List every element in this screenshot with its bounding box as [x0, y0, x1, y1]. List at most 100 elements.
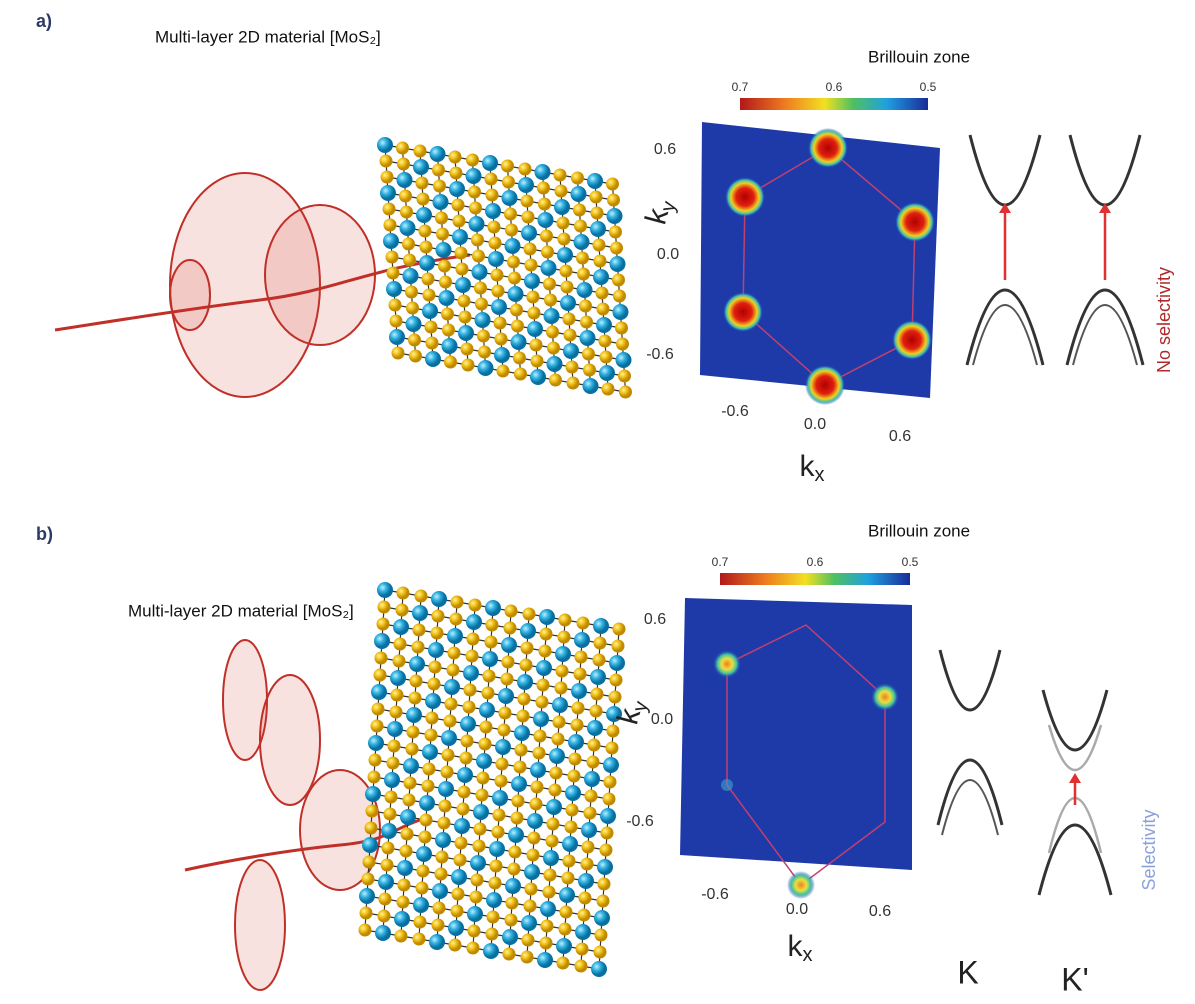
mo-atom — [521, 915, 537, 931]
s-atom — [450, 167, 463, 180]
mo-atom — [375, 925, 391, 941]
s-atom — [441, 308, 454, 321]
s-atom — [593, 654, 606, 667]
mo-atom — [502, 929, 518, 945]
s-atom — [419, 225, 432, 238]
s-atom — [384, 219, 397, 232]
mo-atom — [397, 172, 413, 188]
mo-atom — [466, 614, 482, 630]
s-atom — [607, 725, 620, 738]
s-atom — [458, 786, 471, 799]
s-atom — [543, 886, 556, 899]
s-atom — [368, 771, 381, 784]
s-atom — [567, 377, 580, 390]
s-atom — [612, 640, 625, 653]
s-atom — [563, 855, 576, 868]
s-atom — [537, 679, 550, 692]
mo-atom — [492, 790, 508, 806]
valley-spot — [787, 871, 815, 899]
mo-atom — [565, 785, 581, 801]
mo-atom — [374, 633, 390, 649]
s-atom — [403, 794, 416, 807]
s-atom — [459, 311, 472, 324]
s-atom — [493, 809, 506, 822]
s-atom — [455, 247, 468, 260]
mo-atom — [488, 251, 504, 267]
y-tick-label: 0.0 — [657, 246, 679, 263]
mo-atom — [438, 781, 454, 797]
s-atom — [461, 735, 474, 748]
mo-atom — [422, 744, 438, 760]
mo-atom — [590, 669, 606, 685]
s-atom — [449, 151, 462, 164]
s-atom — [594, 637, 607, 650]
s-atom — [541, 920, 554, 933]
zone-title: Brillouin zone — [868, 521, 970, 540]
s-atom — [403, 254, 416, 267]
mo-atom — [593, 618, 609, 634]
mo-atom — [597, 859, 613, 875]
mo-atom — [425, 351, 441, 367]
mo-atom — [562, 836, 578, 852]
mo-atom — [458, 325, 474, 341]
s-atom — [594, 255, 607, 268]
s-atom — [474, 282, 487, 295]
s-atom — [492, 826, 505, 839]
y-tick-label: -0.6 — [646, 346, 674, 363]
mo-atom — [476, 753, 492, 769]
mo-atom — [577, 282, 593, 298]
s-atom — [565, 821, 578, 834]
s-atom — [574, 220, 587, 233]
s-atom — [579, 892, 592, 905]
s-atom — [566, 804, 579, 817]
mo-atom — [517, 674, 533, 690]
s-atom — [549, 784, 562, 797]
s-atom — [523, 608, 536, 621]
mo-atom — [377, 137, 393, 153]
mo-atom — [483, 943, 499, 959]
s-atom — [503, 948, 516, 961]
s-atom — [477, 330, 490, 343]
s-atom — [562, 872, 575, 885]
s-atom — [613, 623, 626, 636]
x-axis-label-symbol: k — [788, 930, 804, 963]
s-atom — [433, 180, 446, 193]
s-atom — [518, 693, 531, 706]
s-atom — [436, 228, 449, 241]
s-atom — [420, 241, 433, 254]
s-atom — [463, 701, 476, 714]
s-atom — [511, 812, 524, 825]
s-atom — [599, 335, 612, 348]
mo-atom — [455, 277, 471, 293]
s-atom — [600, 844, 613, 857]
mo-atom — [563, 343, 579, 359]
s-atom — [447, 664, 460, 677]
arrow-head — [1069, 773, 1081, 783]
s-atom — [588, 739, 601, 752]
mo-atom — [389, 329, 405, 345]
mo-atom — [556, 938, 572, 954]
s-atom — [507, 256, 520, 269]
s-atom — [455, 837, 468, 850]
s-atom — [464, 684, 477, 697]
s-atom — [414, 916, 427, 929]
mo-atom — [552, 697, 568, 713]
mo-atom — [616, 352, 632, 368]
s-atom — [486, 619, 499, 632]
mo-atom — [498, 688, 514, 704]
mo-atom — [433, 194, 449, 210]
s-atom — [397, 158, 410, 171]
x-axis-label: kx — [788, 930, 813, 966]
x-tick-label: 0.6 — [869, 903, 891, 920]
s-atom — [564, 329, 577, 342]
s-atom — [499, 707, 512, 720]
s-atom — [417, 865, 430, 878]
mo-atom — [590, 221, 606, 237]
mo-atom — [403, 758, 419, 774]
s-atom — [406, 743, 419, 756]
material-label: Multi-layer 2D material [MoS₂] — [155, 27, 381, 46]
s-atom — [404, 777, 417, 790]
s-atom — [511, 320, 524, 333]
mo-atom — [441, 730, 457, 746]
s-atom — [402, 238, 415, 251]
